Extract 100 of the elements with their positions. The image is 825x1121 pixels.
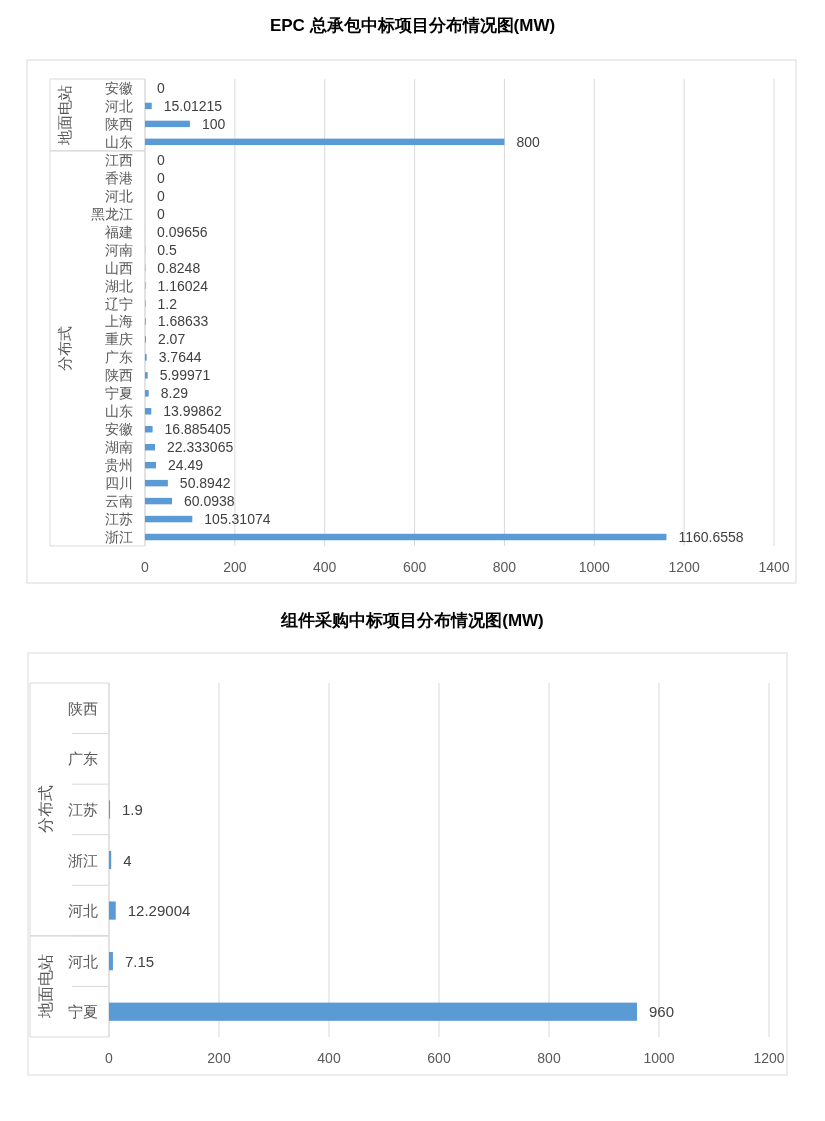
y-tick-label: 河北 — [68, 952, 98, 970]
data-label: 0 — [157, 169, 165, 186]
data-label: 0 — [157, 205, 165, 222]
data-label: 2.07 — [157, 331, 186, 348]
x-tick-label: 400 — [317, 1050, 341, 1066]
data-label: 22.333065 — [167, 439, 234, 456]
y-tick-label: 山西 — [105, 259, 133, 276]
y-tick-label: 重庆 — [105, 331, 133, 348]
bar — [145, 120, 190, 128]
bar — [145, 533, 667, 541]
data-label: 0 — [157, 79, 165, 96]
y-tick-label: 山东 — [105, 133, 133, 150]
x-tick-label: 600 — [402, 559, 427, 575]
chart-title: EPC 总承包中标项目分布情况图(MW) — [269, 15, 556, 35]
data-label: 105.31074 — [204, 511, 271, 528]
y-tick-label: 陕西 — [68, 699, 98, 717]
bar — [145, 479, 168, 487]
y-tick-label: 安徽 — [105, 421, 133, 438]
data-label: 1.2 — [157, 295, 178, 312]
x-tick-label: 0 — [141, 559, 150, 575]
y-tick-label: 宁夏 — [68, 1003, 98, 1021]
bar — [145, 102, 152, 110]
bar — [145, 443, 156, 451]
x-tick-label: 400 — [313, 559, 337, 575]
bar — [145, 390, 149, 397]
data-label: 4 — [123, 851, 132, 869]
x-tick-label: 800 — [492, 559, 517, 575]
data-label: 1.16024 — [157, 277, 209, 294]
y-tick-label: 河北 — [105, 187, 133, 204]
bar — [145, 515, 193, 523]
data-label: 7.15 — [124, 952, 155, 970]
bar — [109, 952, 113, 971]
data-label: 0 — [157, 187, 165, 204]
data-label: 960 — [649, 1003, 675, 1021]
y-tick-label: 福建 — [105, 223, 133, 240]
x-tick-label: 1400 — [758, 559, 790, 575]
bar — [145, 138, 505, 146]
text: 分布式 — [37, 785, 55, 834]
data-label: 1160.6558 — [678, 529, 744, 546]
data-label: 3.7644 — [158, 349, 202, 366]
bar — [109, 901, 116, 920]
y-tick-label: 贵州 — [105, 457, 133, 474]
bar — [145, 408, 152, 415]
data-label: 24.49 — [168, 457, 204, 474]
y-tick-label: 河南 — [105, 241, 133, 258]
x-tick-label: 1000 — [643, 1050, 675, 1066]
y-tick-label: 山东 — [105, 403, 133, 420]
data-label: 8.29 — [160, 385, 189, 402]
data-label: 15.01215 — [163, 97, 223, 114]
text: 分布式 — [56, 325, 74, 371]
y-tick-label: 云南 — [105, 493, 133, 510]
bar — [145, 497, 172, 505]
bar — [109, 850, 112, 870]
y-tick-label: 湖北 — [105, 277, 133, 294]
data-label: 0 — [157, 151, 165, 168]
y-tick-label: 上海 — [105, 313, 133, 330]
x-tick-label: 0 — [105, 1050, 114, 1066]
bar — [145, 461, 156, 469]
data-label: 800 — [516, 133, 540, 150]
y-tick-label: 辽宁 — [105, 295, 133, 312]
data-label: 0.5 — [157, 241, 177, 258]
y-tick-label: 湖南 — [105, 439, 133, 456]
data-label: 50.8942 — [179, 475, 231, 492]
x-tick-label: 1200 — [668, 559, 700, 575]
y-tick-label: 香港 — [105, 169, 133, 186]
y-tick-label: 陕西 — [105, 115, 133, 132]
y-tick-label: 江西 — [105, 151, 133, 168]
data-label: 0.8248 — [157, 259, 201, 276]
y-tick-label: 江苏 — [68, 800, 98, 818]
bar — [145, 426, 153, 433]
y-tick-label: 广东 — [68, 750, 98, 768]
x-tick-label: 200 — [207, 1050, 231, 1066]
x-tick-label: 200 — [223, 559, 247, 575]
y-tick-label: 宁夏 — [105, 385, 133, 402]
data-label: 0.09656 — [157, 223, 208, 240]
text: 地面电站 — [56, 84, 74, 146]
text: 地面电站 — [37, 954, 55, 1020]
chart-title: 组件采购中标项目分布情况图(MW) — [280, 610, 544, 630]
y-tick-label: 河北 — [105, 97, 133, 114]
y-tick-label: 黑龙江 — [91, 205, 133, 222]
y-tick-label: 陕西 — [105, 367, 133, 384]
data-label: 1.68633 — [157, 313, 209, 330]
y-tick-label: 广东 — [105, 349, 133, 366]
x-tick-label: 1000 — [578, 559, 611, 575]
data-label: 100 — [201, 115, 226, 132]
bar — [109, 1002, 637, 1021]
data-label: 1.9 — [122, 800, 143, 818]
y-tick-label: 河北 — [68, 902, 98, 920]
data-label: 12.29004 — [127, 902, 191, 920]
x-tick-label: 800 — [537, 1050, 561, 1066]
x-tick-label: 1200 — [753, 1050, 785, 1066]
bar — [145, 372, 148, 379]
data-label: 5.99971 — [159, 367, 211, 384]
x-tick-label: 600 — [427, 1050, 451, 1066]
data-label: 60.0938 — [184, 493, 235, 510]
data-label: 16.885405 — [164, 421, 231, 438]
y-tick-label: 浙江 — [68, 851, 98, 869]
y-tick-label: 四川 — [105, 475, 133, 492]
y-tick-label: 江苏 — [105, 511, 133, 528]
y-tick-label: 浙江 — [105, 529, 133, 546]
